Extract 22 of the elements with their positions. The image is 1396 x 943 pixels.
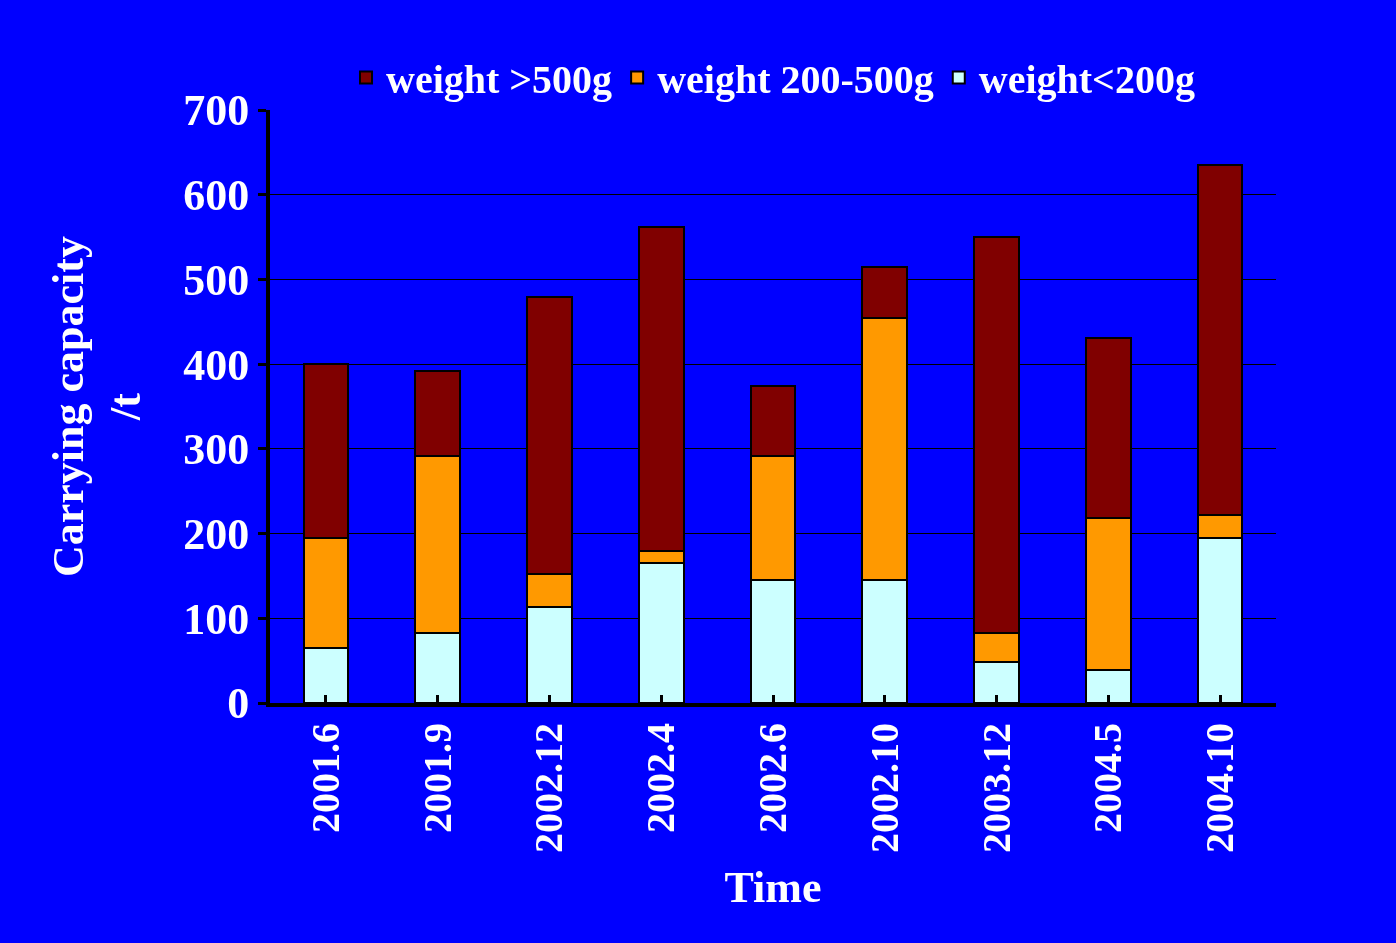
y-tick-label: 500 bbox=[183, 255, 250, 305]
y-tick-label: 200 bbox=[183, 509, 250, 559]
legend-label: weight >500g bbox=[386, 57, 613, 103]
x-tick-label: 2002.10 bbox=[861, 723, 907, 853]
y-tick-label: 400 bbox=[183, 340, 250, 390]
y-tick-label: 300 bbox=[183, 425, 250, 475]
legend-label: weight 200-500g bbox=[657, 57, 934, 103]
y-tick-label: 100 bbox=[183, 594, 250, 644]
x-tick-label: 2001.6 bbox=[302, 723, 348, 833]
x-tick-label: 2002.6 bbox=[750, 723, 795, 833]
x-tick-label: 2002.12 bbox=[526, 723, 572, 853]
x-tick-label: 2001.9 bbox=[414, 723, 460, 833]
x-tick-label: 2003.12 bbox=[973, 723, 1019, 853]
x-tick-label: 2004.10 bbox=[1197, 723, 1243, 853]
y-tick-label: 0 bbox=[227, 679, 250, 729]
legend-label: weight<200g bbox=[978, 57, 1195, 103]
x-tick-label: 2002.4 bbox=[638, 723, 684, 833]
y-tick-label: 700 bbox=[183, 86, 250, 136]
y-axis-title: Carrying capacity /t bbox=[43, 236, 150, 577]
x-tick-label: 2004.5 bbox=[1085, 723, 1131, 833]
x-axis-title: Time bbox=[724, 862, 822, 912]
y-tick-label: 600 bbox=[183, 171, 250, 221]
